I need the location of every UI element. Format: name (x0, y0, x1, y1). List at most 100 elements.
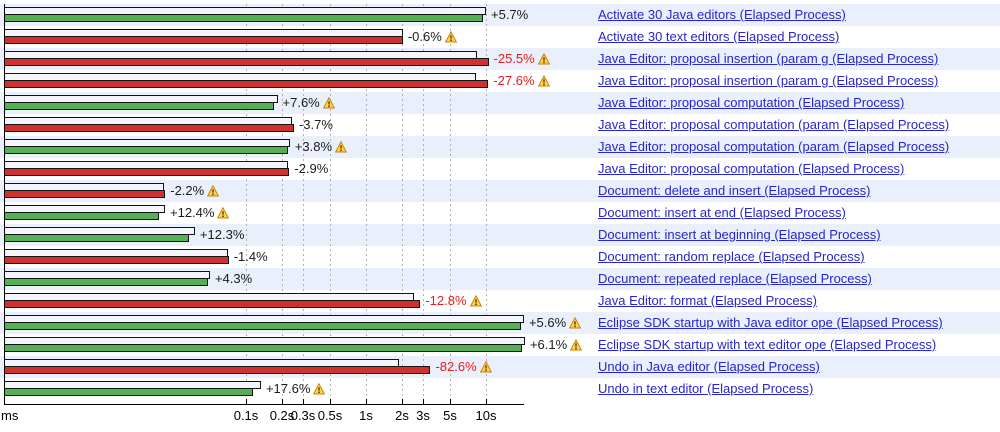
current-bar-slower (4, 300, 421, 308)
percent-delta-value: +17.6% (265, 381, 311, 396)
result-row: +12.3% Document: insert at beginning (Ela… (0, 224, 1000, 246)
gridline (330, 4, 331, 401)
warning-triangle-icon (322, 96, 335, 109)
gridline (282, 4, 283, 401)
current-bar-slower (4, 366, 431, 374)
result-link[interactable]: Undo in text editor (Elapsed Process) (598, 381, 814, 396)
percent-delta-label: -2.9% (294, 161, 328, 176)
percent-delta-value: -12.8% (425, 293, 467, 308)
percent-delta-value: +4.3% (214, 271, 253, 286)
gridline (303, 4, 304, 401)
x-axis-tick-label: 0.2s (269, 408, 295, 423)
current-bar-slower (4, 168, 290, 176)
current-bar-faster (4, 344, 522, 352)
current-bar-faster (4, 102, 274, 110)
current-bar-faster (4, 278, 208, 286)
result-row: -2.2% Document: delete and insert (Elapse… (0, 180, 1000, 202)
x-axis-tick (246, 399, 247, 404)
x-axis-line (4, 404, 524, 405)
percent-delta-label: -3.7% (299, 117, 333, 132)
result-link[interactable]: Undo in Java editor (Elapsed Process) (598, 359, 820, 374)
result-link[interactable]: Java Editor: proposal computation (param… (598, 117, 950, 132)
percent-delta-value: +6.1% (529, 337, 568, 352)
percent-delta-value: -25.5% (493, 51, 535, 66)
warning-triangle-icon (207, 184, 220, 197)
result-link[interactable]: Java Editor: proposal computation (Elaps… (598, 95, 905, 110)
gridline (486, 4, 487, 401)
result-link[interactable]: Java Editor: proposal computation (Elaps… (598, 161, 905, 176)
x-axis-tick-label: 0.3s (290, 408, 316, 423)
result-row: -27.6% Java Editor: proposal insertion (p… (0, 70, 1000, 92)
gridline (402, 4, 403, 401)
percent-delta-value: +12.4% (170, 205, 215, 220)
result-row: +6.1% Eclipse SDK startup with text edito… (0, 334, 1000, 356)
result-link[interactable]: Eclipse SDK startup with text editor ope… (598, 337, 937, 352)
result-link[interactable]: Eclipse SDK startup with Java editor ope… (598, 315, 943, 330)
result-link[interactable]: Java Editor: proposal computation (param… (598, 139, 950, 154)
result-link[interactable]: Document: insert at beginning (Elapsed P… (598, 227, 881, 242)
percent-delta-value: -27.6% (493, 73, 535, 88)
warning-triangle-icon (537, 74, 550, 87)
x-axis-tick-label: 1s (359, 408, 373, 423)
percent-delta-value: +5.6% (528, 315, 567, 330)
percent-delta-value: +7.6% (282, 95, 320, 110)
current-bar-faster (4, 146, 288, 154)
percent-delta-label: -82.6% (435, 359, 492, 374)
y-axis-line (4, 4, 5, 405)
x-axis-tick-label: 2s (395, 408, 409, 423)
percent-delta-value: -2.2% (170, 183, 205, 198)
warning-triangle-icon (217, 206, 230, 219)
x-axis-tick (486, 399, 487, 404)
current-bar-faster (4, 322, 522, 330)
percent-delta-value: +3.8% (294, 139, 333, 154)
result-row: +4.3% Document: repeated replace (Elapsed… (0, 268, 1000, 290)
gridline (366, 4, 367, 401)
percent-delta-value: +5.7% (491, 7, 529, 22)
current-bar-faster (4, 388, 253, 396)
result-row: +3.8% Java Editor: proposal computation (… (0, 136, 1000, 158)
result-row: +5.6% Eclipse SDK startup with Java edito… (0, 312, 1000, 334)
x-axis-tick-label: 0.1s (233, 408, 259, 423)
result-row: -1.4% Document: random replace (Elapsed P… (0, 246, 1000, 268)
result-link[interactable]: Document: insert at end (Elapsed Process… (598, 205, 846, 220)
result-row: -25.5% Java Editor: proposal insertion (p… (0, 48, 1000, 70)
result-row: -82.6% Undo in Java editor (Elapsed Proce… (0, 356, 1000, 378)
result-link[interactable]: Document: delete and insert (Elapsed Pro… (598, 183, 871, 198)
warning-triangle-icon (570, 338, 583, 351)
result-link[interactable]: Java Editor: proposal insertion (param g… (598, 51, 939, 66)
percent-delta-value: -82.6% (435, 359, 477, 374)
result-row: -2.9% Java Editor: proposal computation (… (0, 158, 1000, 180)
result-row: +12.4% Document: insert at end (Elapsed P… (0, 202, 1000, 224)
result-row: +7.6% Java Editor: proposal computation (… (0, 92, 1000, 114)
result-link[interactable]: Activate 30 Java editors (Elapsed Proces… (598, 7, 846, 22)
x-axis-tick (423, 399, 424, 404)
x-axis-tick-label: 0.5s (317, 408, 343, 423)
x-axis-tick-label: 5s (443, 408, 457, 423)
percent-delta-value: -0.6% (407, 29, 442, 44)
current-bar-slower (4, 36, 403, 44)
result-link[interactable]: Java Editor: format (Elapsed Process) (598, 293, 817, 308)
percent-delta-label: +5.6% (528, 315, 582, 330)
percent-delta-label: +6.1% (529, 337, 583, 352)
percent-delta-label: -0.6% (408, 29, 457, 44)
x-axis-tick (303, 399, 304, 404)
result-row: -3.7% Java Editor: proposal computation (… (0, 114, 1000, 136)
percent-delta-label: +17.6% (265, 381, 326, 396)
x-axis-tick-label: 3s (416, 408, 430, 423)
result-link[interactable]: Java Editor: proposal insertion (param g… (598, 73, 939, 88)
current-bar-slower (4, 80, 489, 88)
gridline (246, 4, 247, 401)
x-axis-tick-label: 10s (475, 408, 497, 423)
current-bar-faster (4, 14, 484, 22)
result-link[interactable]: Document: random replace (Elapsed Proces… (598, 249, 865, 264)
warning-triangle-icon (537, 52, 550, 65)
percent-delta-label: -2.2% (170, 183, 220, 198)
current-bar-slower (4, 256, 229, 264)
x-axis-tick (282, 399, 283, 404)
result-row: +17.6% Undo in text editor (Elapsed Proce… (0, 378, 1000, 400)
x-axis-tick (402, 399, 403, 404)
result-link[interactable]: Document: repeated replace (Elapsed Proc… (598, 271, 872, 286)
result-link[interactable]: Activate 30 text editors (Elapsed Proces… (598, 29, 840, 44)
percent-delta-label: +12.3% (200, 227, 244, 242)
